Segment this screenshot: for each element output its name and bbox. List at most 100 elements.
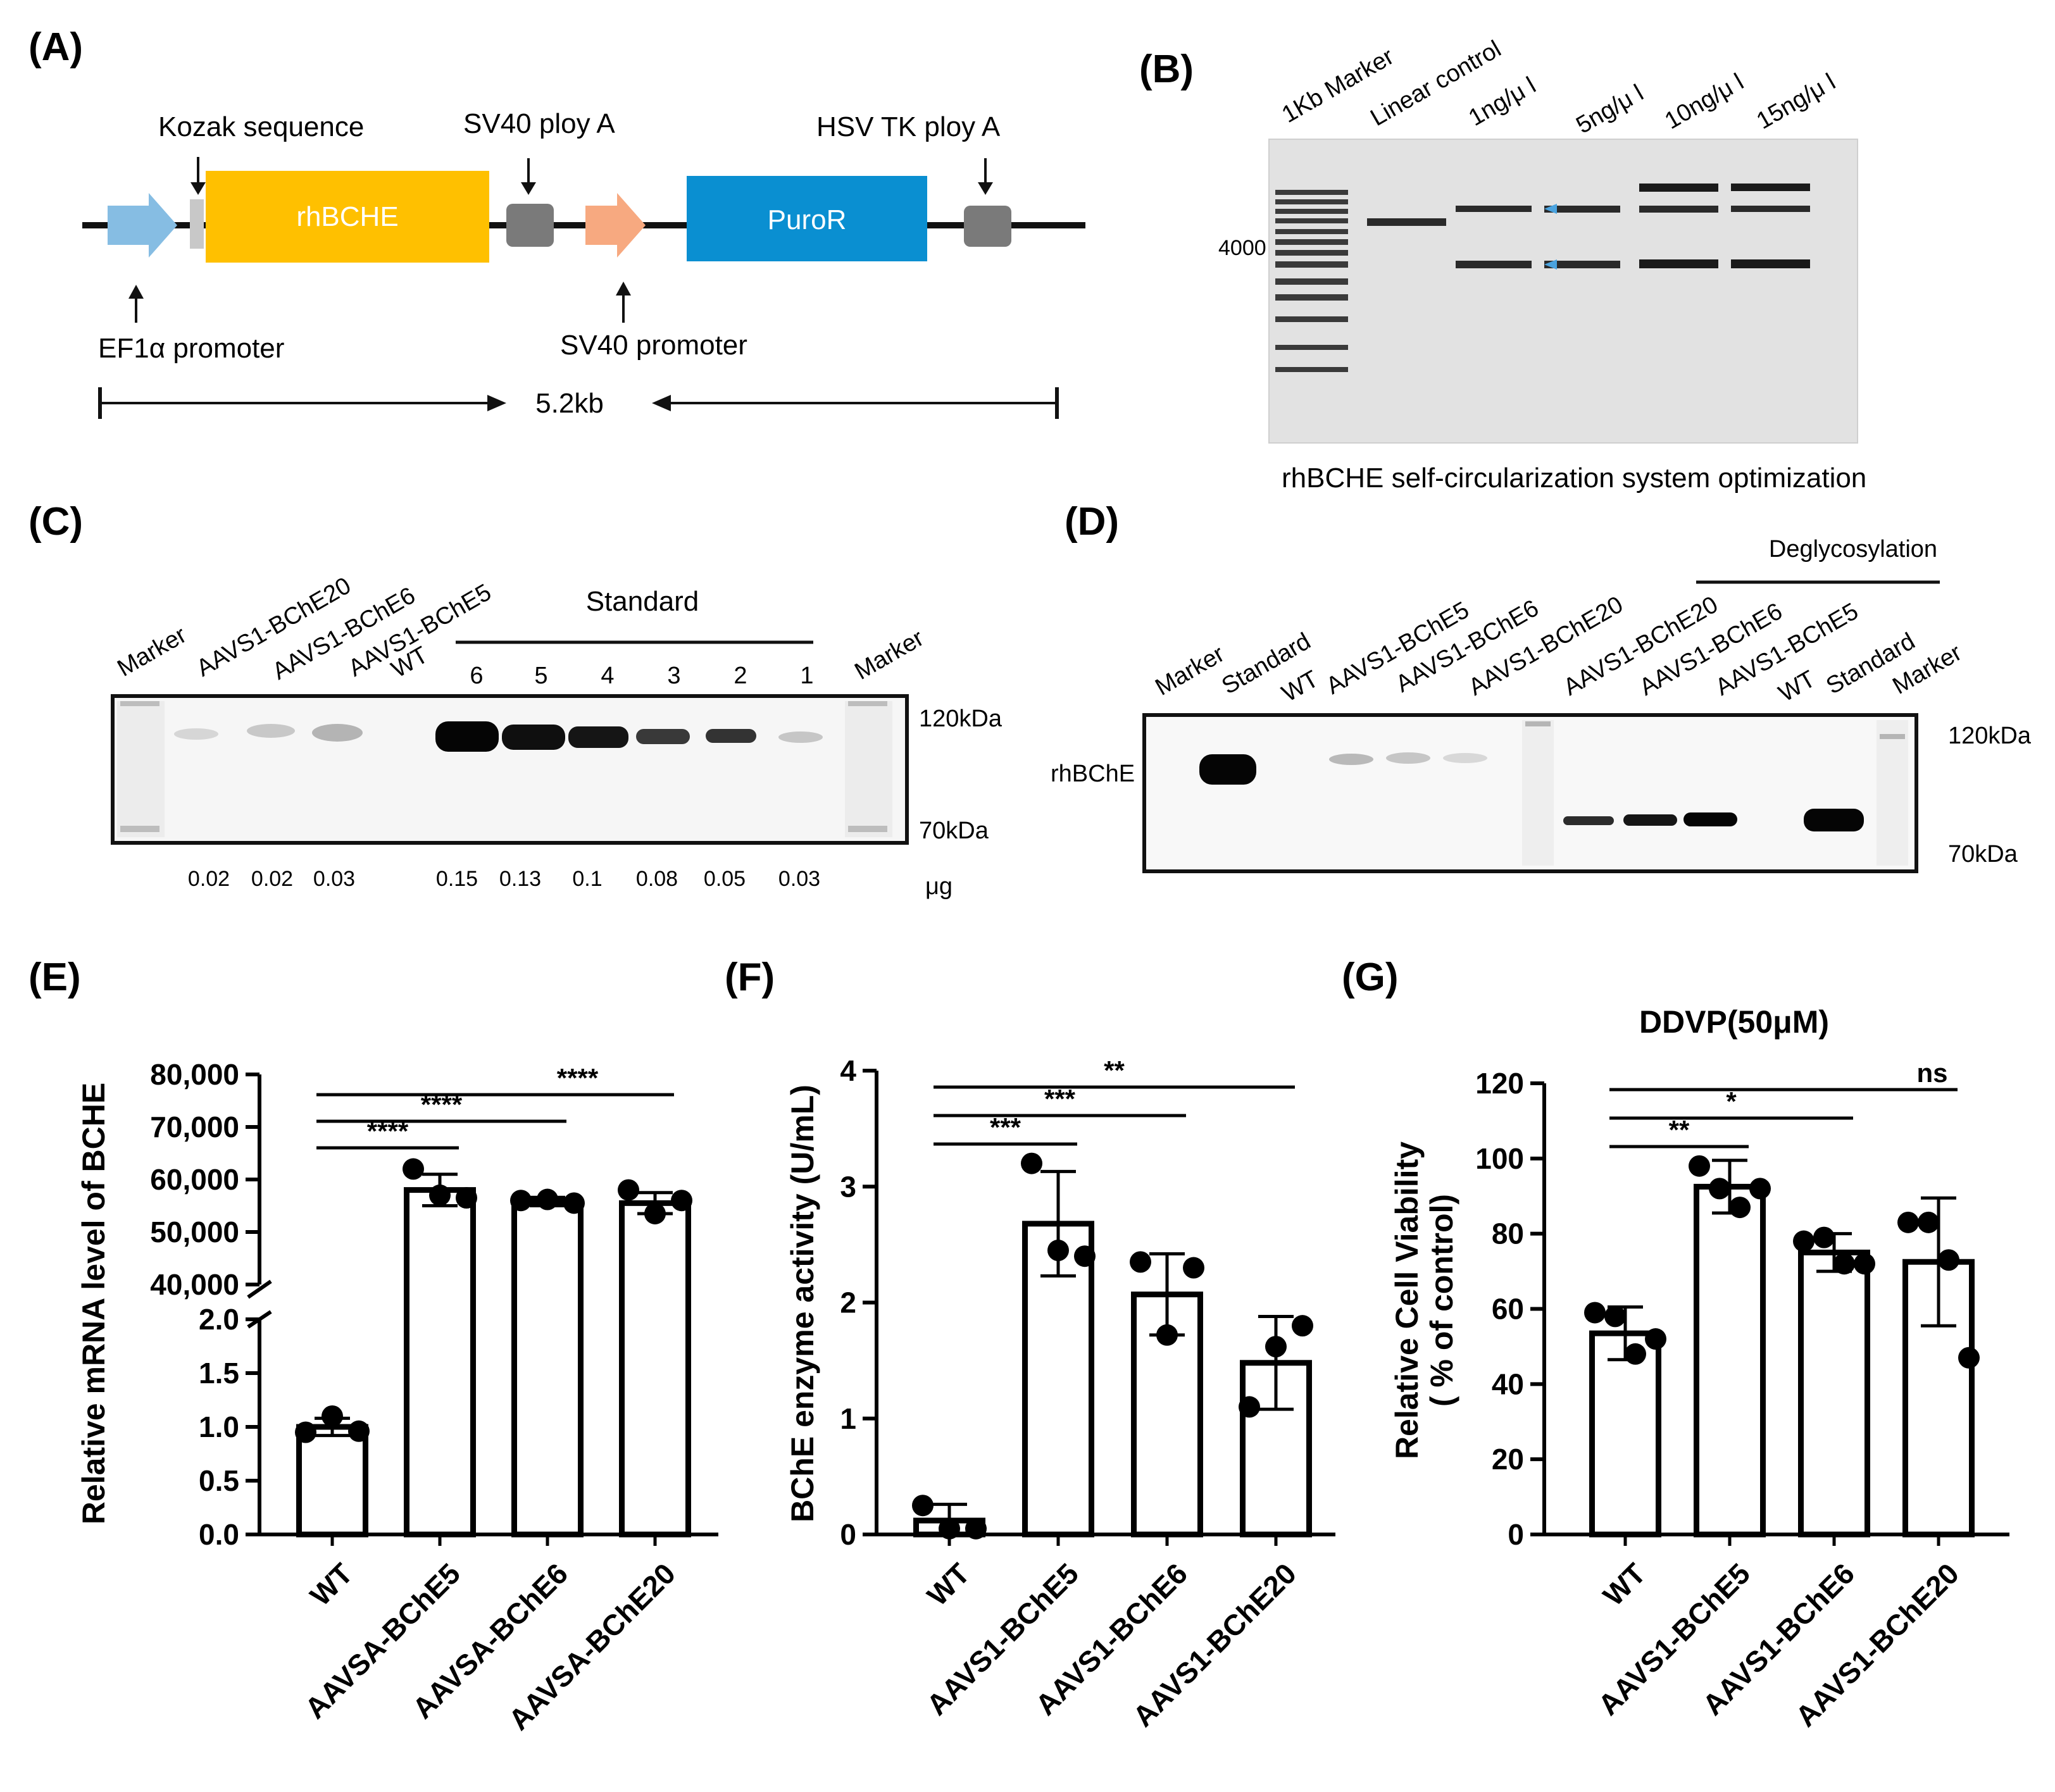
- blot-c-marker-band: [848, 701, 887, 706]
- quantity-unit: μg: [925, 873, 953, 900]
- chart-g-cell-viability: DDVP(50μM) 0 20 40 60 80 100 120 Relative Cell V…: [1389, 1004, 2009, 1733]
- sv40-promoter-pointer-head: [616, 282, 631, 296]
- quantity-row: 0.02 0.02 0.03 0.15 0.13 0.1 0.08 0.05 0…: [188, 867, 820, 891]
- quantity-value: 0.13: [499, 867, 541, 891]
- blot-c-marker-lane: [845, 701, 892, 837]
- axis-break-mark: [247, 1279, 272, 1299]
- data-point: [563, 1192, 585, 1214]
- blot-d-band: [1683, 812, 1737, 826]
- blot-d-band: [1804, 809, 1864, 831]
- chart-e-relative-mrna: 0.0 0.5 1.0 1.5 2.040,000 50,000 60,000 70,000 8…: [76, 1058, 718, 1736]
- gel-b-linear-band: [1367, 218, 1446, 226]
- data-point: [1729, 1197, 1751, 1219]
- data-point: [456, 1187, 477, 1209]
- data-point: [671, 1190, 692, 1212]
- band-marker-arrow-icon: [1544, 259, 1557, 270]
- data-point: [1130, 1251, 1151, 1273]
- gel-b-band: [1731, 259, 1810, 268]
- sv40-promoter-label: SV40 promoter: [560, 330, 747, 361]
- y-tick-label: 40: [1492, 1367, 1524, 1400]
- data-point: [403, 1158, 424, 1180]
- y-tick-label: 0: [840, 1518, 856, 1551]
- data-point: [1709, 1178, 1730, 1200]
- quantity-value: 0.05: [704, 867, 746, 891]
- y-tick-label: 4: [840, 1054, 856, 1087]
- blot-d-band: [1563, 816, 1614, 825]
- bar: [296, 1424, 368, 1538]
- data-point: [429, 1184, 451, 1206]
- gel-b-lane-label: 5ng/μ l: [1572, 80, 1648, 139]
- y-axis-label: Relative Cell Viability: [1389, 1142, 1425, 1459]
- panel-c: (C) Marker AAVS1-BChE20 AAVS1-BChE6 AAVS…: [28, 500, 1003, 900]
- gel-b-band: [1731, 206, 1810, 212]
- blot-c-kda-top: 120kDa: [919, 706, 1003, 732]
- y-tick-label: 20: [1492, 1443, 1524, 1476]
- blot-d-band: [1199, 754, 1256, 785]
- gel-b-lane-label: 15ng/μ l: [1752, 68, 1840, 134]
- data-point: [1645, 1328, 1666, 1350]
- scale-right-arrowhead: [652, 395, 671, 411]
- ef1a-pointer-head: [128, 285, 144, 299]
- data-point: [1938, 1249, 1959, 1271]
- significance-label: ***: [1044, 1084, 1076, 1114]
- chart-title: DDVP(50μM): [1639, 1004, 1829, 1040]
- panel-a: (A) rhBCHE PuroR Kozak sequence SV40 plo…: [28, 25, 1085, 419]
- blot-c-band: [778, 731, 823, 743]
- puror-gene-label: PuroR: [768, 204, 847, 235]
- sv40-polya-block: [506, 204, 554, 247]
- significance-label: *: [1726, 1086, 1737, 1116]
- gel-b-lane-label: 1ng/μ l: [1465, 72, 1540, 132]
- y-tick-label: 0: [1508, 1518, 1524, 1551]
- gel-b-band: [1456, 261, 1532, 268]
- data-point: [1265, 1336, 1287, 1358]
- y-tick-label: 70,000: [150, 1111, 239, 1143]
- data-point: [1813, 1226, 1835, 1248]
- data-point: [1897, 1211, 1919, 1233]
- blot-d-lane-label: WT: [1775, 666, 1820, 707]
- bar: [1589, 1330, 1661, 1538]
- y-axis-label-secondary: ( % of control): [1424, 1194, 1459, 1407]
- gel-b-ladder: [1275, 190, 1348, 372]
- y-tick-label: 2.0: [199, 1303, 239, 1336]
- blot-d-kda-top: 120kDa: [1948, 723, 2032, 749]
- rhbche-gene-block: [206, 171, 489, 263]
- data-point: [618, 1179, 639, 1201]
- gel-b-band: [1544, 206, 1620, 213]
- data-point: [348, 1420, 370, 1442]
- blot-d-lane-label: Marker: [1151, 640, 1230, 701]
- quantity-value: 0.03: [778, 867, 820, 891]
- panel-d: (D) Deglycosylation Marker Standard WT A…: [1051, 500, 2032, 873]
- data-point: [1074, 1245, 1096, 1267]
- blot-c-band: [706, 729, 756, 743]
- kozak-label: Kozak sequence: [158, 111, 364, 142]
- significance-label: ns: [1916, 1058, 1947, 1088]
- significance-label: ****: [557, 1063, 599, 1093]
- y-tick-label: 60: [1492, 1293, 1524, 1326]
- y-tick-label: 120: [1475, 1067, 1524, 1100]
- data-point: [510, 1190, 532, 1212]
- blot-d-marker-lane: [1877, 720, 1908, 866]
- y-tick-label: 0.0: [199, 1518, 239, 1551]
- category-label: WT: [921, 1557, 976, 1612]
- significance-label: ***: [990, 1112, 1021, 1142]
- panel-e-letter: (E): [28, 955, 81, 999]
- data-point: [1833, 1253, 1855, 1275]
- blot-c-band: [174, 728, 218, 740]
- data-point: [1918, 1211, 1939, 1233]
- data-point: [1749, 1178, 1771, 1200]
- blot-c-band: [247, 724, 295, 738]
- blot-c-band: [636, 729, 690, 744]
- ef1a-label: EF1α promoter: [98, 333, 284, 364]
- blot-c-lane-label: 4: [601, 663, 614, 689]
- data-point: [1625, 1343, 1646, 1365]
- panel-a-letter: (A): [28, 25, 83, 69]
- quantity-value: 0.02: [251, 867, 293, 891]
- blot-c-band: [312, 724, 363, 742]
- sv40-polya-pointer-head: [521, 182, 536, 195]
- data-point: [322, 1405, 343, 1427]
- data-point: [1604, 1305, 1626, 1328]
- blot-d-kda-bottom: 70kDa: [1948, 841, 2018, 868]
- blot-d-band: [1329, 754, 1373, 765]
- y-tick-label: 1.0: [199, 1410, 239, 1443]
- blot-c-band: [435, 721, 499, 752]
